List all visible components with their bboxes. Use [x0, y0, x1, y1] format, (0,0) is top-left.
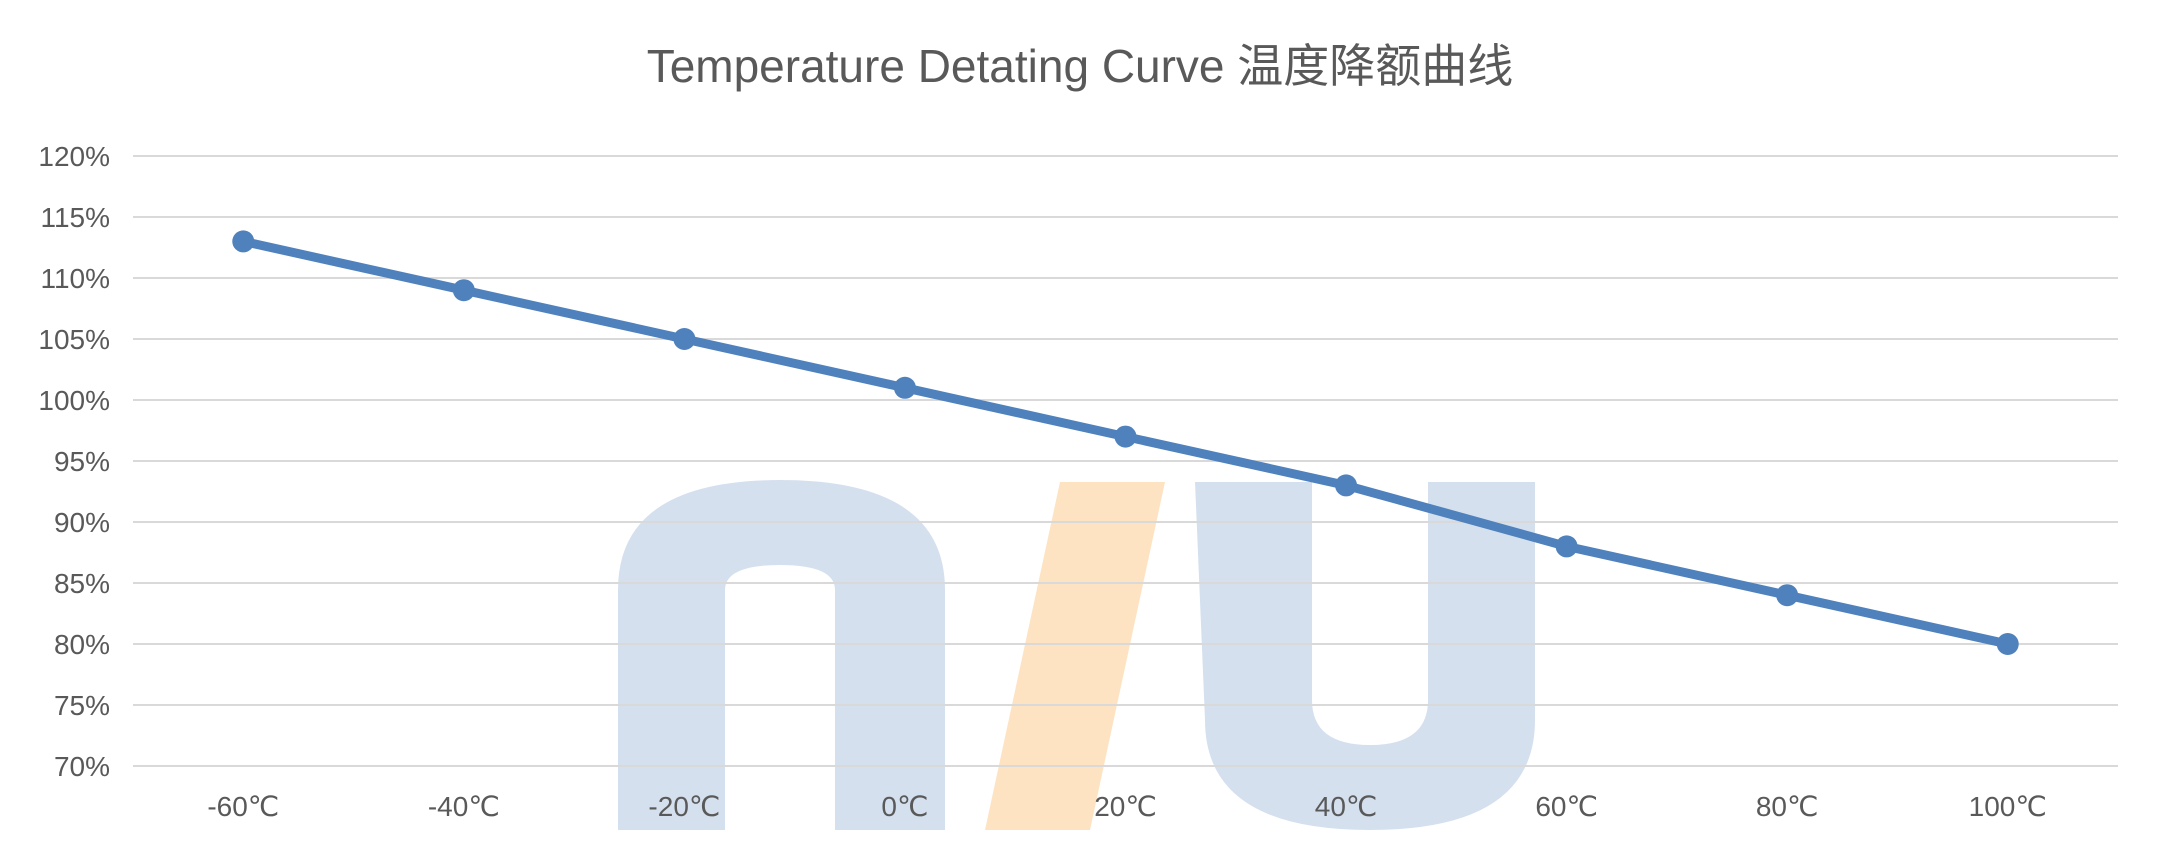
data-point	[1555, 535, 1578, 558]
x-tick-label: -20℃	[648, 791, 720, 822]
y-tick-label: 95%	[54, 446, 110, 477]
y-tick-label: 80%	[54, 629, 110, 660]
data-point	[1335, 474, 1358, 497]
y-tick-label: 120%	[38, 141, 110, 172]
y-tick-label: 90%	[54, 507, 110, 538]
y-axis-ticks: 70% 75% 80% 85% 90% 95% 100% 105% 110% 115% 120%	[38, 141, 110, 782]
y-tick-label: 85%	[54, 568, 110, 599]
watermark-n-shape	[618, 480, 945, 830]
gridlines	[133, 155, 2118, 767]
y-tick-label: 115%	[40, 202, 110, 233]
y-tick-label: 75%	[54, 690, 110, 721]
x-tick-label: 100℃	[1969, 791, 2047, 822]
watermark-logo	[618, 480, 1535, 830]
x-tick-label: 60℃	[1535, 791, 1598, 822]
x-tick-label: -60℃	[207, 791, 279, 822]
y-tick-label: 110%	[40, 263, 110, 294]
x-tick-label: 0℃	[881, 791, 928, 822]
data-point	[232, 230, 255, 253]
data-point	[673, 328, 696, 350]
x-tick-label: 80℃	[1756, 791, 1819, 822]
x-tick-label: 40℃	[1315, 791, 1378, 822]
data-point	[1776, 584, 1799, 607]
x-tick-label: -40℃	[428, 791, 500, 822]
data-point	[1114, 425, 1137, 448]
data-point	[1996, 633, 2019, 655]
x-tick-label: 20℃	[1094, 791, 1157, 822]
y-tick-label: 100%	[38, 385, 110, 416]
series-plot	[232, 230, 2019, 655]
chart-title: Temperature Detating Curve 温度降额曲线	[647, 40, 1514, 92]
data-point	[452, 279, 475, 302]
watermark-u-shape	[1195, 482, 1535, 830]
watermark-slash-shape	[985, 482, 1165, 830]
y-tick-label: 70%	[54, 751, 110, 782]
data-point	[893, 376, 916, 399]
x-axis-ticks: -60℃ -40℃ -20℃ 0℃ 20℃ 40℃ 60℃ 80℃ 100℃	[207, 791, 2046, 822]
y-tick-label: 105%	[38, 324, 110, 355]
